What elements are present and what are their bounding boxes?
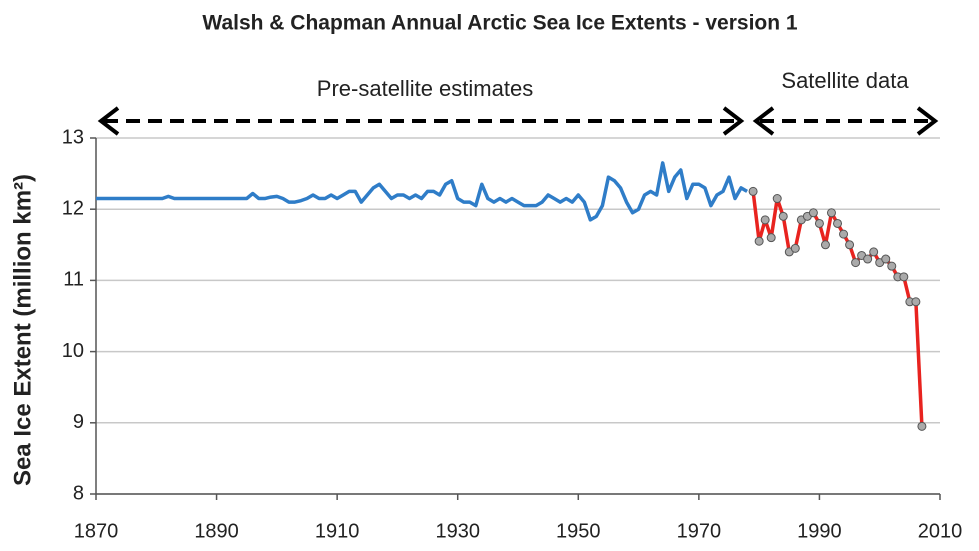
y-tick-label: 11 (63, 269, 84, 291)
point (826, 208, 836, 218)
arrows (97, 106, 939, 136)
chart-title: Walsh & Chapman Annual Arctic Sea Ice Ex… (202, 12, 797, 35)
x-tick-label: 1970 (677, 520, 722, 542)
point (820, 240, 830, 250)
x-tick-label: 1990 (797, 520, 842, 542)
point (911, 297, 921, 307)
point (851, 258, 861, 268)
arrow-head (97, 106, 120, 136)
point (790, 243, 800, 253)
x-tick-label: 1890 (194, 520, 239, 542)
point (748, 186, 758, 196)
point (899, 272, 909, 282)
point (778, 211, 788, 221)
point (881, 254, 891, 264)
point (917, 421, 927, 431)
y-tick-label: 12 (62, 197, 84, 219)
y-tick-label: 10 (62, 340, 84, 362)
point (808, 208, 818, 218)
x-tick-label: 1910 (315, 520, 360, 542)
point (833, 218, 843, 228)
annotation: Satellite data (781, 68, 909, 93)
point (869, 247, 879, 257)
point (863, 254, 873, 264)
point (887, 261, 897, 271)
y-tick-label: 9 (73, 411, 84, 433)
y-axis-label: Sea Ice Extent (million km²) (9, 174, 36, 486)
series-line (96, 161, 748, 222)
x-tick-label: 1870 (74, 520, 119, 542)
arrow-head (916, 106, 939, 136)
point (839, 229, 849, 239)
y-tick-label: 13 (62, 126, 84, 148)
arrow-head (722, 106, 745, 136)
y-tick-label: 8 (73, 482, 84, 504)
point (766, 233, 776, 243)
point (772, 194, 782, 204)
x-tick-label: 2010 (918, 520, 963, 542)
point (814, 218, 824, 228)
annotation: Pre-satellite estimates (317, 76, 533, 101)
point (754, 236, 764, 246)
x-tick-label: 1950 (556, 520, 601, 542)
point (760, 215, 770, 225)
point (845, 240, 855, 250)
arrow-head (752, 106, 775, 136)
x-tick-label: 1930 (435, 520, 480, 542)
